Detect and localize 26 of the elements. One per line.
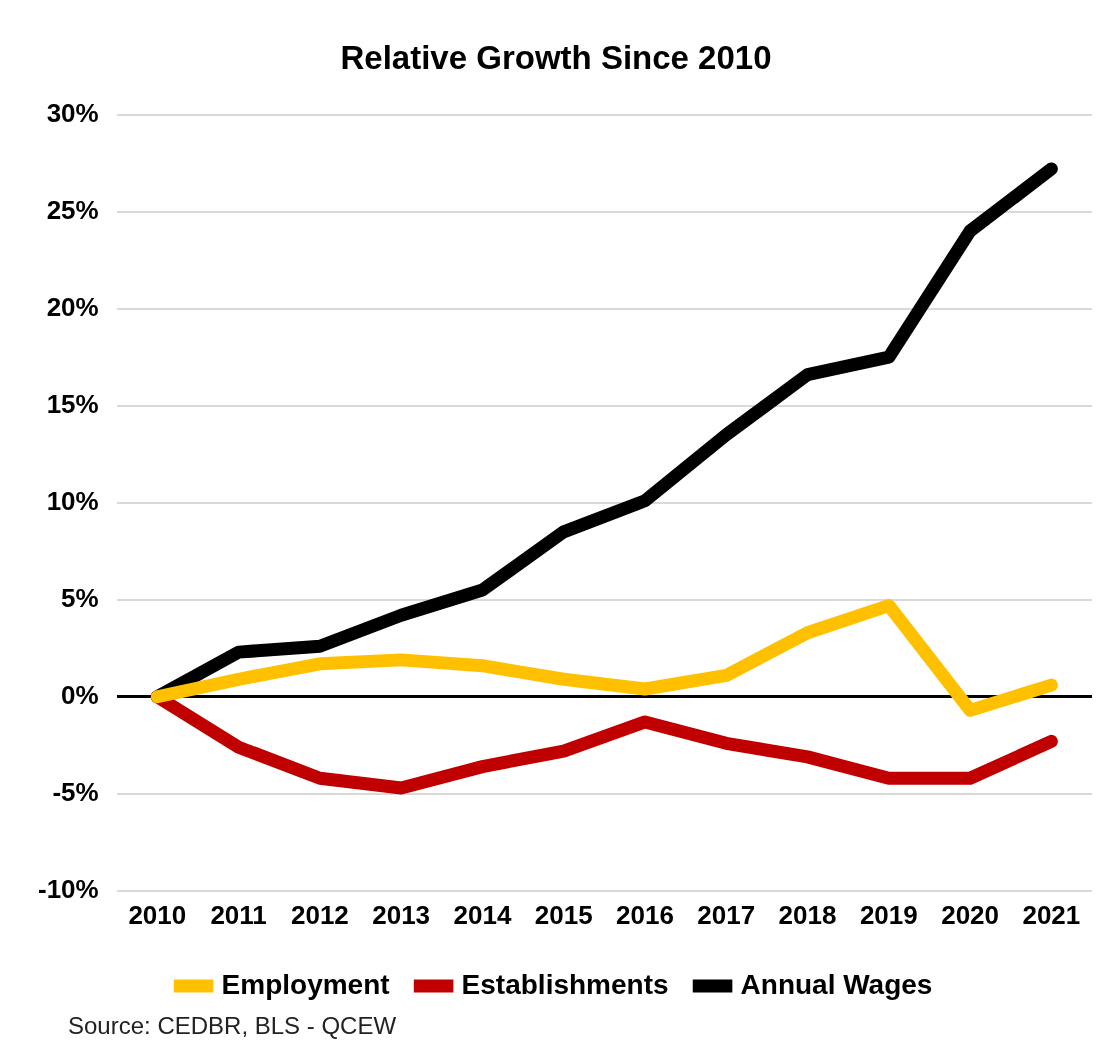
x-tick-label: 2021 — [1022, 899, 1081, 930]
x-tick-label: 2011 — [210, 899, 267, 930]
y-tick-label: 15% — [46, 388, 99, 419]
legend-label: Establishments — [461, 968, 669, 1000]
legend-label: Annual Wages — [740, 968, 933, 1000]
source-note: Source: CEDBR, BLS - QCEW — [68, 1012, 397, 1040]
x-tick-label: 2013 — [372, 899, 431, 930]
x-tick-label: 2010 — [128, 899, 187, 930]
y-tick-label: 30% — [46, 97, 99, 128]
x-tick-label: 2018 — [778, 899, 837, 930]
y-tick-label: -10% — [37, 873, 99, 904]
chart-title: Relative Growth Since 2010 — [340, 38, 772, 76]
y-tick-label: 0% — [61, 679, 99, 710]
y-tick-label: 5% — [61, 582, 99, 613]
y-tick-label: 10% — [46, 485, 99, 516]
x-tick-label: 2016 — [616, 899, 674, 930]
legend-label: Employment — [221, 968, 390, 1000]
x-tick-label: 2019 — [859, 899, 918, 930]
x-tick-label: 2020 — [941, 899, 1000, 930]
y-tick-label: 20% — [46, 291, 99, 322]
x-tick-label: 2015 — [534, 899, 593, 930]
x-tick-label: 2017 — [697, 899, 756, 930]
x-tick-label: 2012 — [290, 899, 349, 930]
y-tick-label: 25% — [46, 194, 99, 225]
x-tick-label: 2014 — [453, 899, 512, 930]
y-tick-label: -5% — [52, 776, 99, 807]
